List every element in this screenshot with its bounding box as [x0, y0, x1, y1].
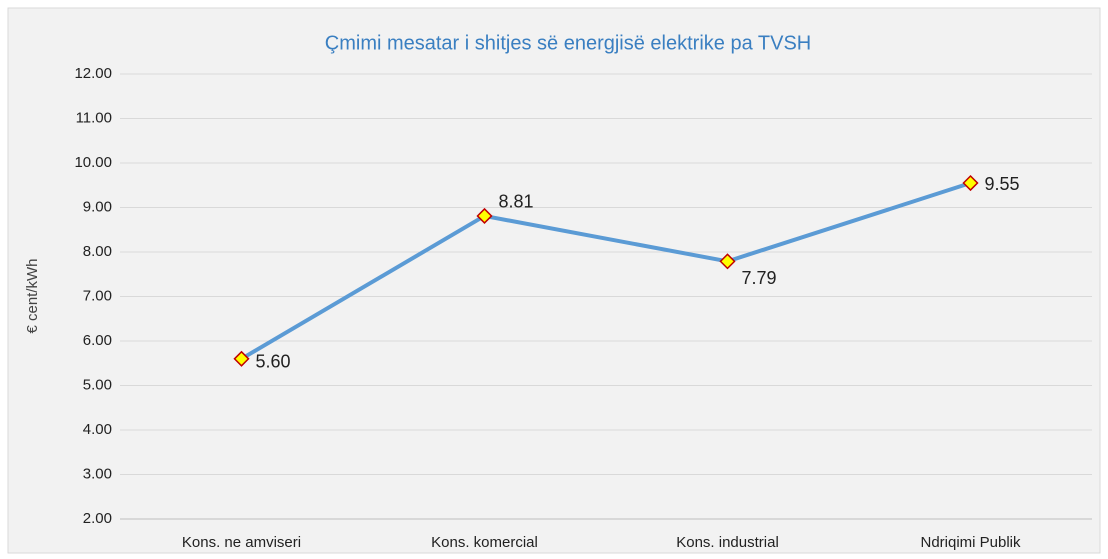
x-tick-label: Kons. ne amviseri [182, 534, 301, 551]
x-tick-label: Kons. komercial [431, 534, 538, 551]
y-tick-label: 11.00 [76, 109, 112, 126]
y-tick-label: 3.00 [83, 465, 112, 482]
line [240, 181, 972, 361]
data-label: 8.81 [499, 192, 534, 212]
marker [719, 253, 736, 270]
marker [476, 207, 493, 225]
y-tick-label: 7.00 [83, 287, 112, 304]
data-label: 5.60 [256, 352, 291, 372]
chart-background [7, 7, 1101, 554]
data-label: 7.79 [742, 268, 777, 288]
y-tick-label: 12.00 [74, 65, 112, 82]
y-axis-label: € cent/kWh [24, 258, 41, 333]
y-tick-label: 6.00 [83, 332, 112, 349]
y-tick-label: 8.00 [83, 243, 112, 260]
y-tick-label: 2.00 [83, 510, 112, 527]
marker [233, 350, 250, 367]
y-tick-label: 9.00 [83, 198, 112, 215]
x-tick-label: Kons. industrial [676, 534, 779, 551]
chart-title: Çmimi mesatar i shitjes së energjisë ele… [325, 32, 811, 54]
y-tick-label: 4.00 [83, 421, 112, 438]
y-tick-label: 5.00 [83, 376, 112, 393]
data-label: 9.55 [985, 174, 1020, 194]
y-tick-label: 10.00 [74, 154, 112, 171]
x-tick-label: Ndriqimi Publik [920, 534, 1021, 551]
marker [962, 174, 979, 192]
